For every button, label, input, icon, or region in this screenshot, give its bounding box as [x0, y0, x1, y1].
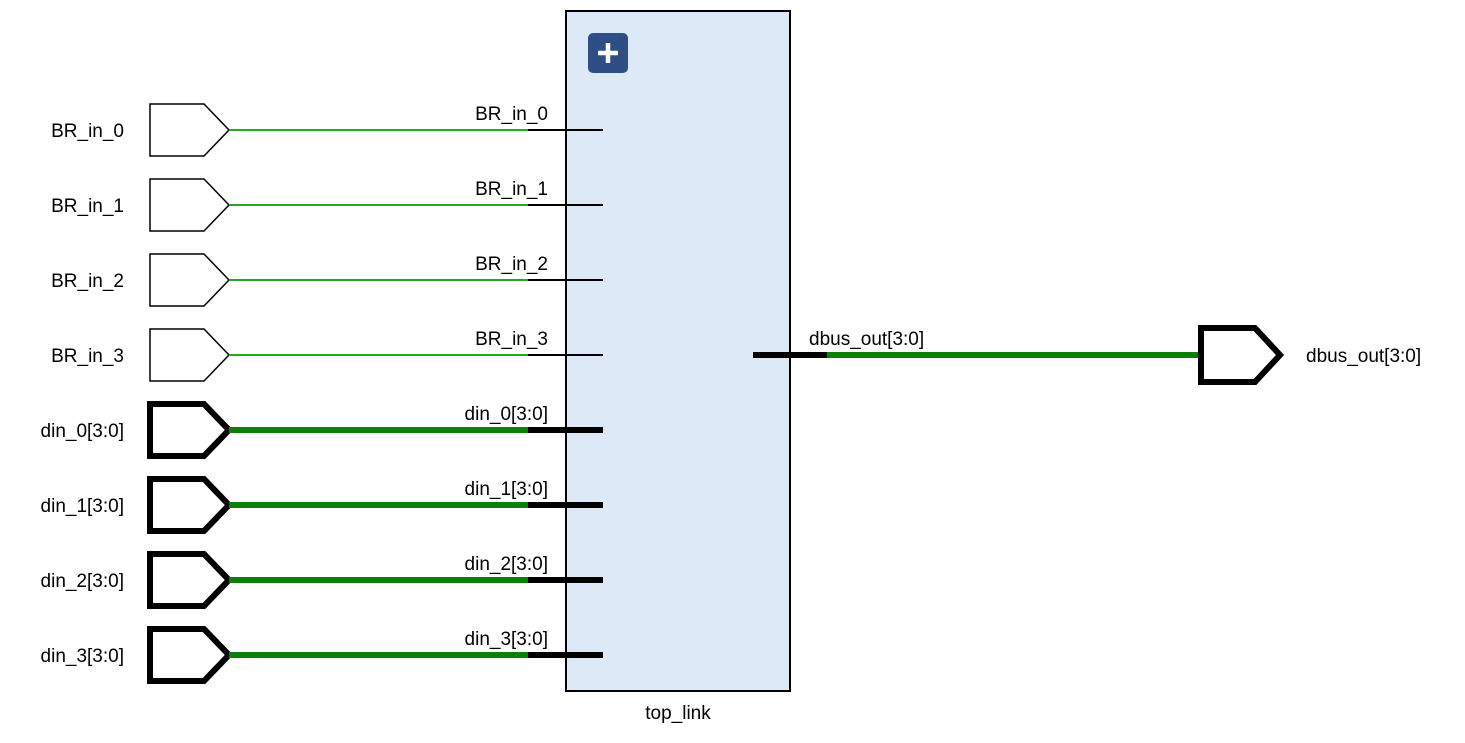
input-pin-label: BR_in_0 — [475, 104, 548, 125]
input-ports: BR_in_0BR_in_0BR_in_1BR_in_1BR_in_2BR_in… — [41, 103, 603, 684]
input-pin-label: din_2[3:0] — [465, 554, 548, 575]
top-link-block[interactable]: top_link — [565, 10, 791, 724]
input-pin-label: BR_in_3 — [475, 329, 548, 350]
input-pin-label: din_0[3:0] — [465, 404, 548, 425]
input-pin-label: BR_in_1 — [475, 179, 548, 200]
input-port-shape[interactable] — [147, 401, 234, 459]
input-port-shape[interactable] — [149, 328, 231, 382]
input-row: BR_in_3 BR_in_3 — [51, 328, 603, 382]
input-port-shape[interactable] — [147, 476, 234, 534]
input-port-shape[interactable] — [147, 551, 234, 609]
output-port-label: dbus_out[3:0] — [1306, 346, 1421, 367]
input-row: din_2[3:0] din_2[3:0] — [41, 551, 603, 609]
input-row: din_0[3:0] din_0[3:0] — [41, 401, 603, 459]
input-port-shape[interactable] — [147, 626, 234, 684]
input-port-label: din_1[3:0] — [41, 496, 124, 517]
input-row: din_1[3:0] din_1[3:0] — [41, 476, 603, 534]
input-port-shape[interactable] — [149, 103, 231, 157]
input-port-label: din_3[3:0] — [41, 646, 124, 667]
block-body[interactable] — [565, 10, 791, 692]
input-row: din_3[3:0] din_3[3:0] — [41, 626, 603, 684]
input-port-label: BR_in_2 — [51, 271, 124, 292]
output-port-shape[interactable] — [1198, 325, 1285, 385]
input-port-shape[interactable] — [149, 178, 231, 232]
block-name-label: top_link — [645, 703, 711, 724]
input-row: BR_in_1 BR_in_1 — [51, 178, 603, 232]
input-row: BR_in_0 BR_in_0 — [51, 103, 603, 157]
input-pin-label: din_3[3:0] — [465, 629, 548, 650]
expand-button[interactable] — [588, 33, 628, 73]
input-port-label: BR_in_0 — [51, 121, 124, 142]
input-port-label: din_0[3:0] — [41, 421, 124, 442]
input-port-label: BR_in_1 — [51, 196, 124, 217]
input-port-label: BR_in_3 — [51, 346, 124, 367]
input-row: BR_in_2 BR_in_2 — [51, 253, 603, 307]
input-port-label: din_2[3:0] — [41, 571, 124, 592]
input-pin-label: BR_in_2 — [475, 254, 548, 275]
output-pin-label: dbus_out[3:0] — [809, 329, 924, 350]
input-pin-label: din_1[3:0] — [465, 479, 548, 500]
input-port-shape[interactable] — [149, 253, 231, 307]
output-port-group: dbus_out[3:0] dbus_out[3:0] — [753, 325, 1421, 385]
